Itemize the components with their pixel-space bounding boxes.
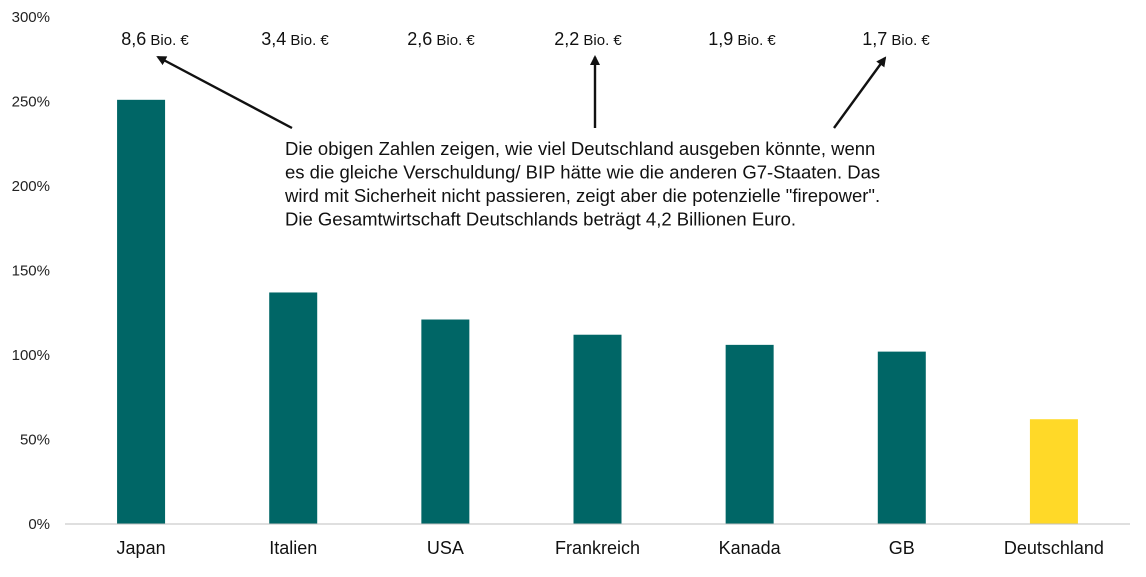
- amount-label: 1,9 Bio. €: [708, 29, 776, 49]
- annotation-line: es die gleiche Verschuldung/ BIP hätte w…: [285, 162, 880, 183]
- amount-number: 3,4: [261, 29, 286, 49]
- y-tick-label: 0%: [28, 516, 50, 533]
- amount-number: 2,2: [554, 29, 579, 49]
- y-tick-label: 150%: [12, 263, 50, 280]
- x-tick-label: Italien: [269, 538, 317, 558]
- annotation-line: Die obigen Zahlen zeigen, wie viel Deuts…: [285, 138, 875, 159]
- amount-label: 8,6 Bio. €: [121, 29, 189, 49]
- x-tick-label: Japan: [117, 538, 166, 558]
- bar-gb: [877, 351, 926, 524]
- amount-number: 2,6: [407, 29, 432, 49]
- annotation-line: wird mit Sicherheit nicht passieren, zei…: [284, 185, 880, 206]
- y-tick-label: 50%: [20, 432, 50, 449]
- x-tick-label: Deutschland: [1004, 538, 1104, 558]
- y-tick-label: 250%: [12, 94, 50, 111]
- amount-unit: Bio. €: [887, 32, 930, 49]
- amount-number: 1,9: [708, 29, 733, 49]
- amount-unit: Bio. €: [286, 32, 329, 49]
- bars: [117, 99, 1078, 524]
- y-tick-label: 300%: [12, 9, 50, 26]
- amount-label: 2,2 Bio. €: [554, 29, 622, 49]
- annotation-text: Die obigen Zahlen zeigen, wie viel Deuts…: [284, 138, 880, 230]
- annotation-arrow: [156, 55, 293, 130]
- x-tick-label: Frankreich: [555, 538, 640, 558]
- bar-frankreich: [573, 334, 622, 524]
- amount-unit: Bio. €: [733, 32, 776, 49]
- annotation-line: Die Gesamtwirtschaft Deutschlands beträg…: [285, 209, 796, 230]
- amount-label: 3,4 Bio. €: [261, 29, 329, 49]
- y-tick-label: 100%: [12, 347, 50, 364]
- amount-label: 1,7 Bio. €: [862, 29, 930, 49]
- bar-kanada: [725, 344, 774, 524]
- amount-unit: Bio. €: [146, 32, 189, 49]
- bar-italien: [269, 292, 318, 524]
- y-tick-label: 200%: [12, 178, 50, 195]
- amount-label: 2,6 Bio. €: [407, 29, 475, 49]
- bar-deutschland: [1029, 419, 1078, 524]
- bar-japan: [117, 99, 166, 524]
- annotation-arrows: [156, 55, 887, 130]
- x-tick-label: USA: [427, 538, 464, 558]
- annotation-arrow: [833, 56, 887, 129]
- bar-usa: [421, 319, 470, 524]
- amount-unit: Bio. €: [579, 32, 622, 49]
- x-tick-label: Kanada: [719, 538, 782, 558]
- amount-number: 1,7: [862, 29, 887, 49]
- amount-unit: Bio. €: [432, 32, 475, 49]
- x-tick-label: GB: [889, 538, 915, 558]
- amount-labels: 8,6 Bio. €3,4 Bio. €2,6 Bio. €2,2 Bio. €…: [121, 29, 930, 49]
- x-axis-labels: Japan Italien USA Frankreich Kanada GB Deutsch…: [117, 538, 1104, 558]
- y-axis: 0% 50% 100% 150% 200% 250% 300%: [12, 9, 50, 533]
- amount-number: 8,6: [121, 29, 146, 49]
